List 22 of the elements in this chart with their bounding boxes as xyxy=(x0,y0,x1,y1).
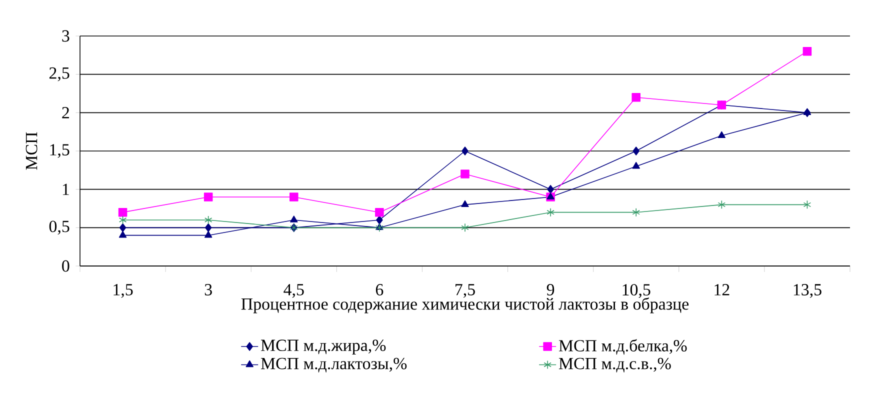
legend-label: МСП м.д.с.в.,% xyxy=(558,358,671,372)
x-tick-label: 9 xyxy=(546,284,554,296)
y-tick-label: 0 xyxy=(62,260,70,272)
x-tick-label: 6 xyxy=(376,284,384,296)
x-tick-label: 1,5 xyxy=(114,284,133,298)
y-axis-title: МСП xyxy=(26,132,38,170)
y-tick-label: 2 xyxy=(62,107,69,118)
x-tick-label: 3 xyxy=(204,284,212,296)
y-tick-label: 1 xyxy=(62,184,69,195)
y-tick-label: 3 xyxy=(62,30,70,42)
y-tick-label: 1,5 xyxy=(50,144,70,158)
y-tick-label: 0,5 xyxy=(49,220,70,235)
y-tick-label: 2,5 xyxy=(49,67,70,82)
legend-label: МСП м.д.белка,% xyxy=(558,339,687,355)
legend-label: МСП м.д.лактозы,% xyxy=(260,358,407,372)
x-tick-label: 4,5 xyxy=(284,284,304,298)
x-tick-label: 13,5 xyxy=(794,284,822,298)
x-tick-label: 12 xyxy=(714,284,730,296)
x-tick-label: 10,5 xyxy=(622,284,650,298)
x-axis-title: Процентное содержание химически чистой лактозы в образце xyxy=(241,297,689,314)
x-tick-label: 7,5 xyxy=(456,284,475,298)
legend-label: МСП м.д.жира,% xyxy=(260,340,386,354)
